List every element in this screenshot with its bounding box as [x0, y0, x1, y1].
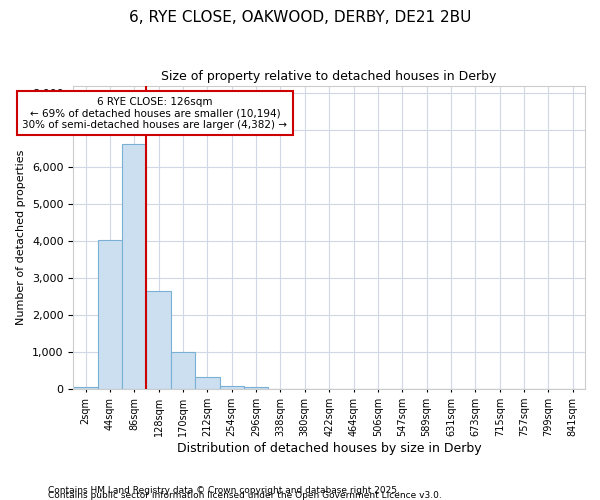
- X-axis label: Distribution of detached houses by size in Derby: Distribution of detached houses by size …: [177, 442, 481, 455]
- Bar: [244, 388, 268, 390]
- Bar: [220, 386, 244, 390]
- Bar: [146, 291, 171, 390]
- Text: 6, RYE CLOSE, OAKWOOD, DERBY, DE21 2BU: 6, RYE CLOSE, OAKWOOD, DERBY, DE21 2BU: [129, 10, 471, 25]
- Bar: [98, 240, 122, 390]
- Y-axis label: Number of detached properties: Number of detached properties: [16, 150, 26, 325]
- Text: Contains HM Land Registry data © Crown copyright and database right 2025.: Contains HM Land Registry data © Crown c…: [48, 486, 400, 495]
- Bar: [195, 377, 220, 390]
- Title: Size of property relative to detached houses in Derby: Size of property relative to detached ho…: [161, 70, 497, 83]
- Bar: [122, 144, 146, 390]
- Text: Contains public sector information licensed under the Open Government Licence v3: Contains public sector information licen…: [48, 491, 445, 500]
- Bar: [73, 388, 98, 390]
- Bar: [171, 352, 195, 390]
- Text: 6 RYE CLOSE: 126sqm
← 69% of detached houses are smaller (10,194)
30% of semi-de: 6 RYE CLOSE: 126sqm ← 69% of detached ho…: [22, 96, 287, 130]
